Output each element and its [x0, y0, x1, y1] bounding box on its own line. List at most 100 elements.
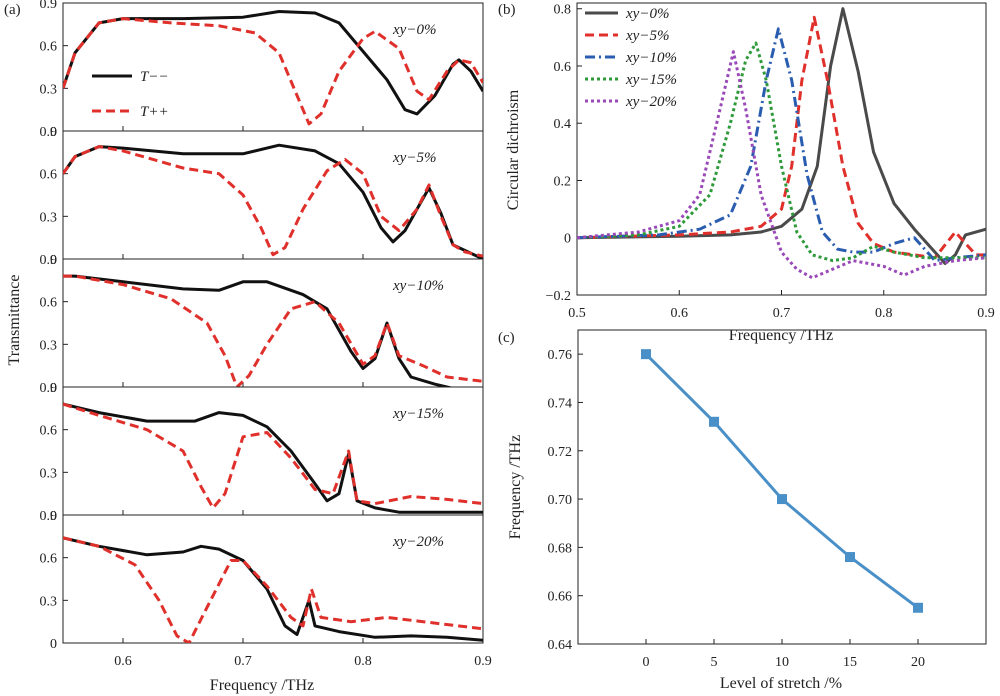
- panel-a-subplot-4-ytick-label: 0.3: [40, 594, 58, 609]
- panel-a-subplot-0-ytick-label: 0.3: [40, 82, 58, 97]
- panel-c-point-1: [709, 416, 719, 427]
- panel-a-subplot-0-series-t-plus: [63, 17, 483, 126]
- panel-a-subplot-3-series-t-minus: [63, 402, 483, 514]
- panel-b-xtick-label: 0.6: [671, 306, 689, 321]
- panel-a-subplot-4-ytick-label: 0: [50, 637, 57, 652]
- panel-c-ticks: 0 5 10 15 20 0.64 0.66 0.68 0.70 0.72 0.74 0.76: [548, 348, 926, 670]
- panel-c-point-2: [777, 494, 787, 505]
- panel-a-subplot-3-series-t-plus: [63, 402, 483, 510]
- panel-c-ytick-label: 0.70: [548, 493, 573, 508]
- legend-label-t-minus: T−−: [140, 69, 169, 85]
- panel-b-legend-label-xy-0: xy−0%: [625, 6, 669, 22]
- panel-a-subplot-3-ytick-label: 0.3: [40, 466, 58, 481]
- panel-c-xtick-label: 0: [643, 655, 650, 670]
- panel-a-ylabel: Transmittance: [6, 275, 23, 366]
- panel-a-subplot-0-annotation: xy−0%: [392, 22, 436, 38]
- panel-b-series-xy-10: [577, 27, 986, 263]
- panel-b-ticks: 0.5 0.6 0.7 0.8 0.9 −0.2 0 0.2 0.4 0.6 0.8: [546, 3, 995, 321]
- panel-a-subplot-1-series-t-minus: [63, 143, 483, 259]
- panel-a-subplot-1-ytick-label: 0.9: [40, 125, 58, 140]
- panel-a-subplot-4-frame: [62, 514, 484, 644]
- panel-b-legend-label-xy-10: xy−10%: [625, 50, 677, 66]
- panel-a-legend: T−− T++: [92, 69, 169, 120]
- panel-a-subplot-2-annotation: xy−10%: [392, 278, 444, 294]
- panel-a-subplot-0-ytick-label: 0.6: [40, 40, 58, 55]
- panel-c-ytick-label: 0.64: [548, 638, 573, 653]
- panel-b-xtick-label: 0.7: [773, 306, 791, 321]
- panel-a-subplot-4-ytick-label: 0.9: [40, 509, 58, 524]
- panel-b-legend-label-xy-20: xy−20%: [625, 94, 677, 110]
- panel-b-ytick-label: 0.8: [554, 3, 572, 18]
- panel-c-xlabel: Level of stretch /%: [720, 675, 842, 692]
- panel-b-xtick-label: 0.8: [875, 306, 893, 321]
- panel-a: (a) 0 0.3 0.6 0.9 xy−0% 0 0.3 0.6 0.9 xy−5% 0 0.3 0.…: [4, 0, 492, 694]
- panel-a-xtick-label: 0.9: [474, 654, 492, 669]
- panel-a-subplot-4-series-t-minus: [63, 536, 483, 642]
- panel-c-ytick-label: 0.72: [548, 445, 573, 460]
- panel-b-xtick-label: 0.5: [568, 306, 586, 321]
- panel-b-ytick-label: 0.4: [554, 117, 572, 132]
- panel-b-xlabel: Frequency /THz: [729, 327, 833, 344]
- panel-a-subplot-2-ytick-label: 0.3: [40, 338, 58, 353]
- panel-c-xtick-label: 20: [911, 655, 925, 670]
- panel-b-series-xy-15: [577, 41, 986, 263]
- panel-c-xtick-label: 10: [775, 655, 789, 670]
- panel-c-ytick-label: 0.68: [548, 541, 573, 556]
- panel-a-subplot-1-ytick-label: 0: [50, 253, 57, 268]
- panel-a-subplot-0-ytick-label: 0: [50, 125, 57, 140]
- legend-label-t-plus: T++: [140, 104, 169, 120]
- panel-a-subplot-4-ytick-label: 0.6: [40, 552, 58, 567]
- panel-a-subplot-2-series-t-plus: [63, 274, 483, 387]
- panel-a-subplot-1-series-t-plus: [63, 145, 483, 258]
- panel-b: (b) 0.5 0.6 0.7 0.8 0.9 −0.2 0 0.2 0.4 0.6 0.8 xy−…: [498, 2, 995, 344]
- panel-a-subplot-2-series-t-minus: [63, 274, 454, 387]
- panel-c-point-4: [913, 602, 923, 613]
- panel-b-legend-label-xy-15: xy−15%: [625, 72, 677, 88]
- panel-a-label: (a): [4, 2, 21, 18]
- panel-c-frame: [577, 329, 987, 645]
- panel-a-subplot-1-ytick-label: 0.6: [40, 168, 58, 183]
- panel-b-legend: xy−0% xy−5% xy−10% xy−15% xy−20%: [585, 6, 677, 110]
- panel-a-subplot-3-ytick-label: 0.6: [40, 424, 58, 439]
- panel-c: (c) 0 5 10 15 20 0.64 0.66 0.68 0.70 0.72 0.74 0.76…: [498, 329, 987, 692]
- panel-a-subplot-3-ytick-label: 0.9: [40, 381, 58, 396]
- panel-a-xtick-label: 0.7: [234, 654, 252, 669]
- panel-a-plots: 0 0.3 0.6 0.9 xy−0% 0 0.3 0.6 0.9 xy−5% 0 0.3 0.6 0.9…: [40, 0, 492, 669]
- panel-a-subplot-2-ytick-label: 0: [50, 381, 57, 396]
- panel-a-subplot-2-ytick-label: 0.9: [40, 253, 58, 268]
- panel-c-point-3: [845, 552, 855, 563]
- panel-a-xlabel: Frequency /THz: [210, 677, 314, 694]
- panel-a-subplot-4-series-t-plus: [63, 536, 483, 643]
- panel-c-ytick-label: 0.74: [548, 396, 573, 411]
- panel-c-label: (c): [498, 330, 515, 346]
- panel-c-series-line: [644, 353, 919, 610]
- panel-b-legend-label-xy-5: xy−5%: [625, 28, 669, 44]
- panel-c-series: [641, 349, 923, 613]
- panel-c-xtick-label: 15: [843, 655, 857, 670]
- panel-b-series: [577, 7, 986, 280]
- panel-b-ytick-label: 0.6: [554, 60, 572, 75]
- panel-c-point-0: [641, 349, 651, 360]
- panel-b-label: (b): [498, 2, 516, 18]
- panel-b-series-xy-0: [577, 7, 986, 265]
- panel-c-ytick-label: 0.66: [548, 590, 573, 605]
- panel-a-subplot-4-annotation: xy−20%: [392, 534, 444, 550]
- panel-a-subplot-1-annotation: xy−5%: [392, 150, 436, 166]
- panel-c-ylabel: Frequency /THz: [507, 435, 524, 539]
- panel-b-xtick-label: 0.9: [977, 306, 995, 321]
- panel-a-xtick-label: 0.8: [354, 654, 372, 669]
- panel-a-subplot-3-annotation: xy−15%: [392, 406, 444, 422]
- panel-c-xtick-label: 5: [711, 655, 718, 670]
- panel-a-subplot-2-ytick-label: 0.6: [40, 296, 58, 311]
- panel-a-subplot-1-ytick-label: 0.3: [40, 210, 58, 225]
- panel-b-series-xy-20: [577, 50, 986, 280]
- panel-a-subplot-3-ytick-label: 0: [50, 509, 57, 524]
- panel-b-ytick-label: 0: [564, 232, 571, 247]
- panel-a-xtick-label: 0.6: [114, 654, 132, 669]
- panel-b-ylabel: Circular dichroism: [505, 89, 522, 210]
- panel-a-subplot-0-ytick-label: 0.9: [40, 0, 58, 12]
- panel-b-ytick-label: −0.2: [546, 289, 571, 304]
- panel-c-ytick-label: 0.76: [548, 348, 573, 363]
- panel-b-ytick-label: 0.2: [554, 174, 572, 189]
